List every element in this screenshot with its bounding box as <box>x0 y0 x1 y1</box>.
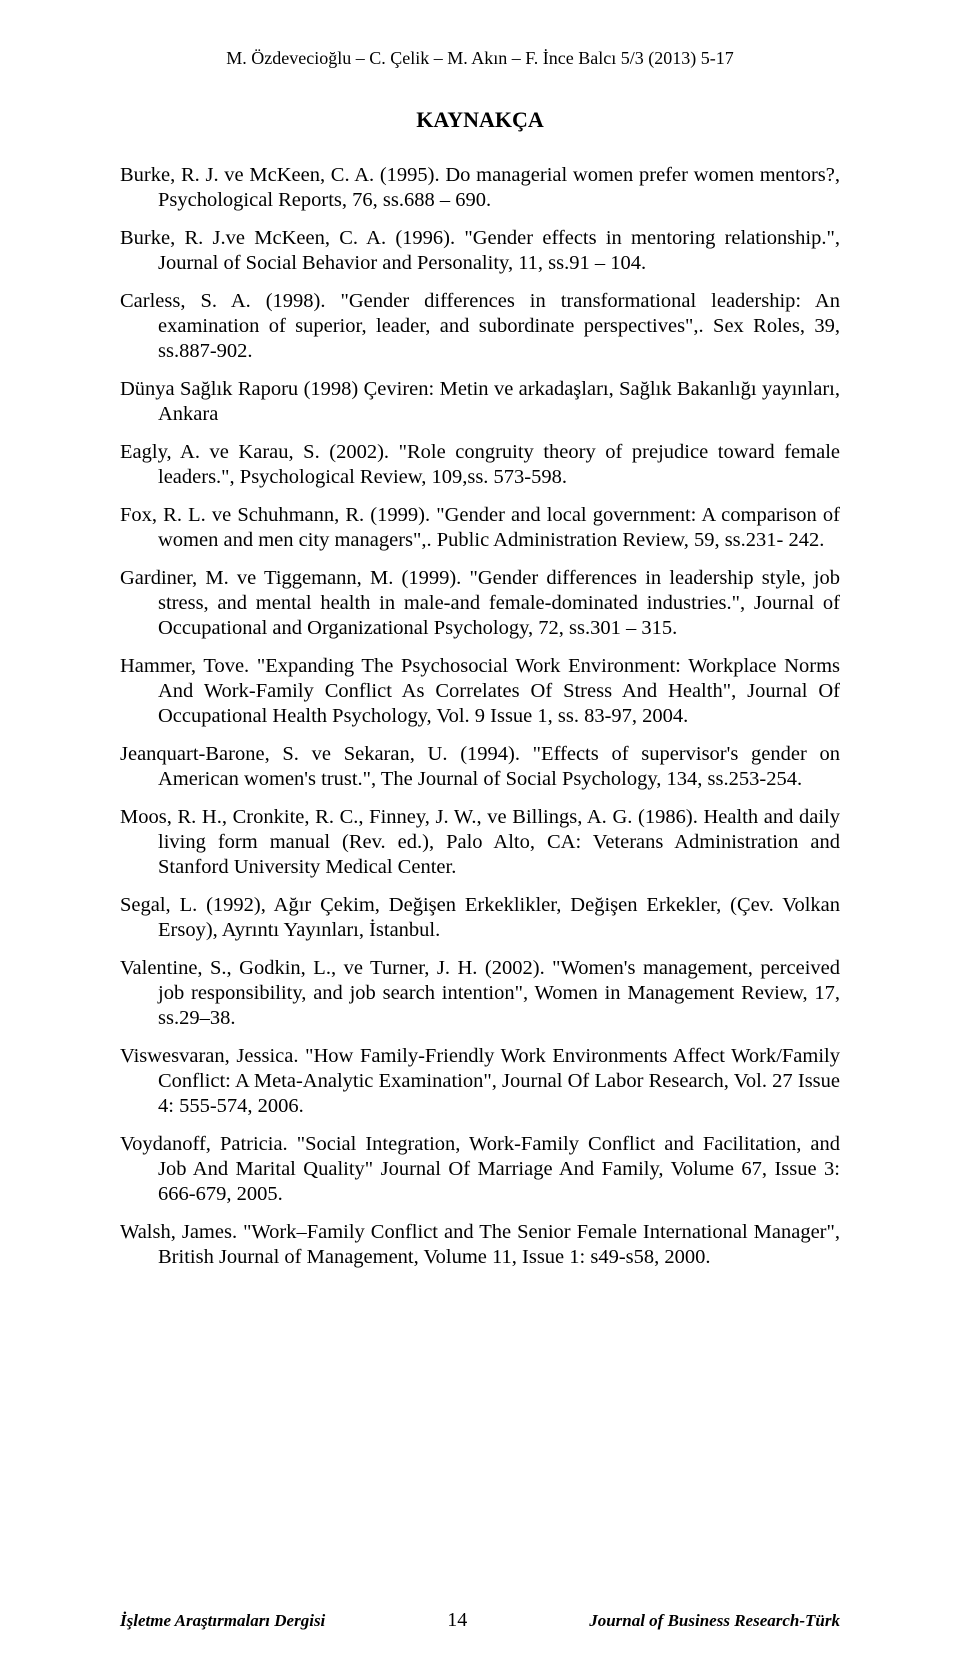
reference-item: Hammer, Tove. "Expanding The Psychosocia… <box>120 654 840 729</box>
reference-item: Voydanoff, Patricia. "Social Integration… <box>120 1132 840 1207</box>
reference-item: Burke, R. J. ve McKeen, C. A. (1995). Do… <box>120 163 840 213</box>
reference-item: Fox, R. L. ve Schuhmann, R. (1999). "Gen… <box>120 503 840 553</box>
reference-item: Jeanquart-Barone, S. ve Sekaran, U. (199… <box>120 742 840 792</box>
reference-item: Burke, R. J.ve McKeen, C. A. (1996). "Ge… <box>120 226 840 276</box>
footer-journal-left: İşletme Araştırmaları Dergisi <box>120 1611 325 1631</box>
running-head: M. Özdevecioğlu – C. Çelik – M. Akın – F… <box>120 48 840 69</box>
page-footer: İşletme Araştırmaları Dergisi 14 Journal… <box>120 1609 840 1632</box>
section-title: KAYNAKÇA <box>120 107 840 133</box>
reference-item: Valentine, S., Godkin, L., ve Turner, J.… <box>120 956 840 1031</box>
reference-item: Dünya Sağlık Raporu (1998) Çeviren: Meti… <box>120 377 840 427</box>
reference-item: Eagly, A. ve Karau, S. (2002). "Role con… <box>120 440 840 490</box>
footer-journal-right: Journal of Business Research-Türk <box>589 1611 840 1631</box>
reference-item: Viswesvaran, Jessica. "How Family-Friend… <box>120 1044 840 1119</box>
page: M. Özdevecioğlu – C. Çelik – M. Akın – F… <box>0 0 960 1670</box>
reference-item: Carless, S. A. (1998). "Gender differenc… <box>120 289 840 364</box>
page-number: 14 <box>447 1609 467 1632</box>
reference-item: Walsh, James. "Work–Family Conflict and … <box>120 1220 840 1270</box>
reference-item: Gardiner, M. ve Tiggemann, M. (1999). "G… <box>120 566 840 641</box>
reference-item: Moos, R. H., Cronkite, R. C., Finney, J.… <box>120 805 840 880</box>
reference-item: Segal, L. (1992), Ağır Çekim, Değişen Er… <box>120 893 840 943</box>
